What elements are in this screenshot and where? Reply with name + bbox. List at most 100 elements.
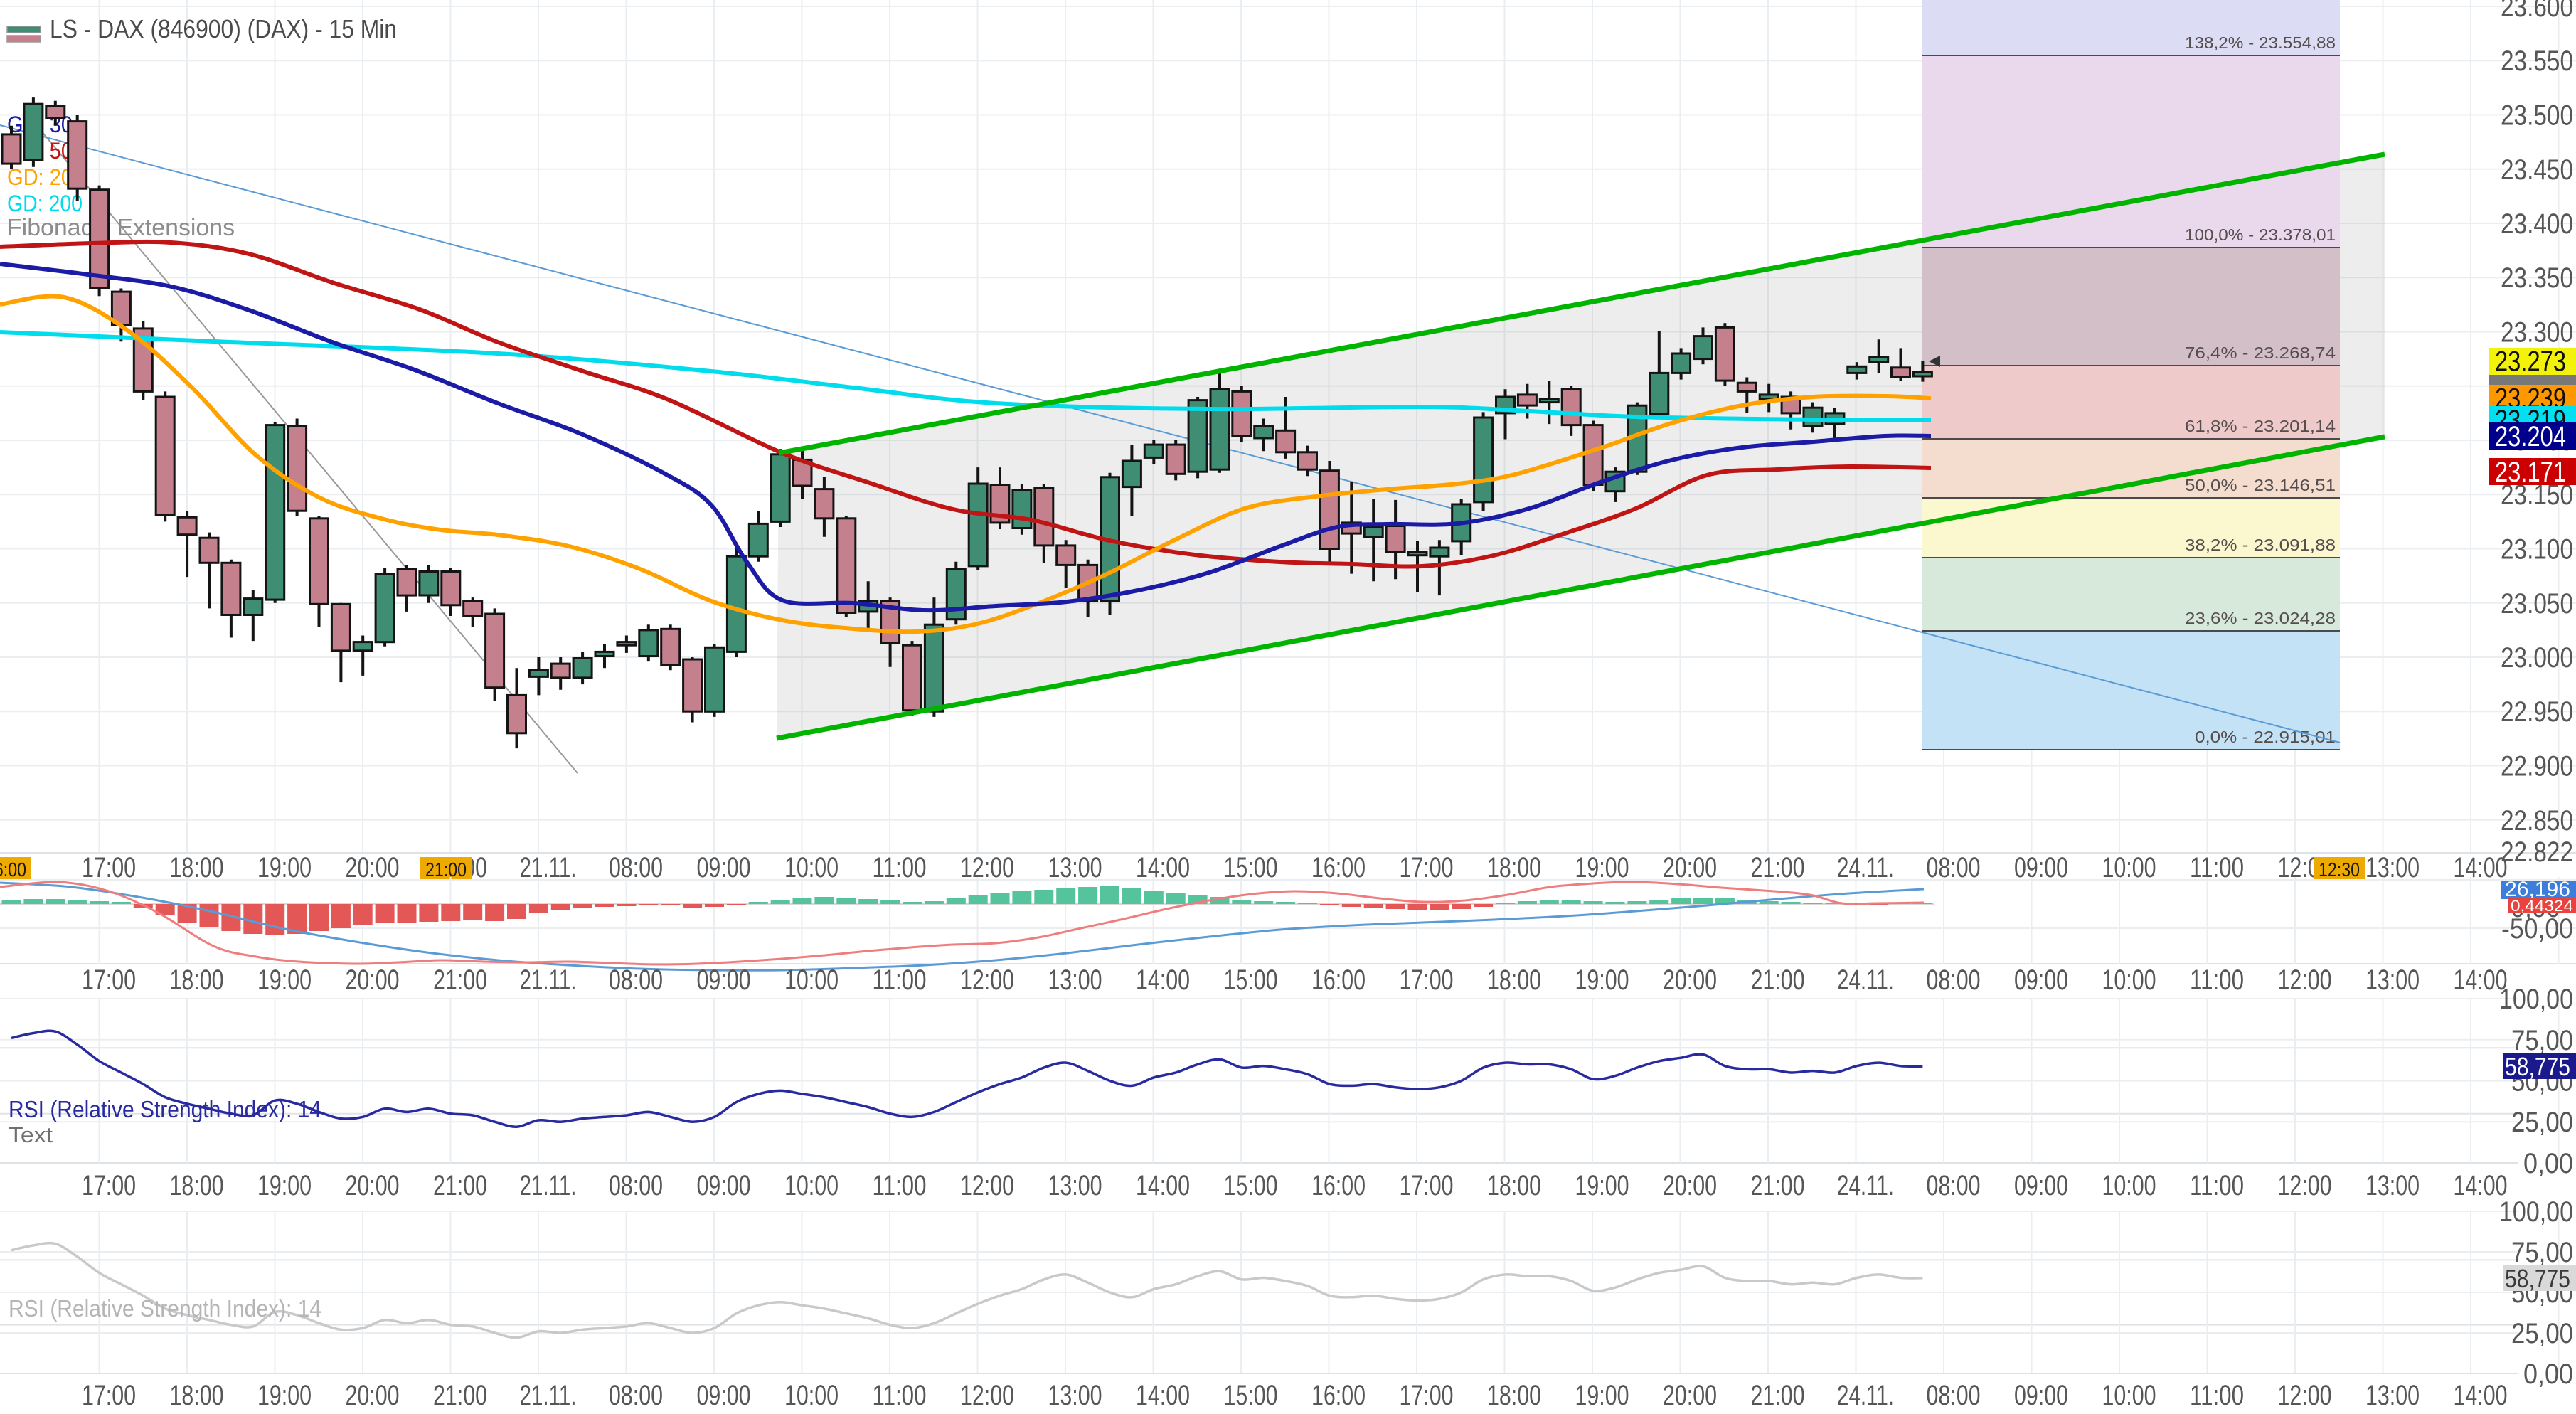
svg-text:18:00: 18:00 <box>170 1170 224 1201</box>
svg-text:14:00: 14:00 <box>2454 964 2508 996</box>
svg-text:23.600: 23.600 <box>2501 0 2573 23</box>
svg-text:21:00: 21:00 <box>433 964 487 996</box>
svg-text:08:00: 08:00 <box>1927 1170 1981 1201</box>
svg-text:13:00: 13:00 <box>1048 852 1102 883</box>
svg-text:09:00: 09:00 <box>2014 1380 2068 1411</box>
svg-text:16:00: 16:00 <box>1311 1380 1366 1411</box>
svg-text:19:00: 19:00 <box>257 1380 312 1411</box>
svg-text:13:00: 13:00 <box>1048 1380 1102 1411</box>
svg-text:0,00: 0,00 <box>2523 1148 2573 1179</box>
svg-text:11:00: 11:00 <box>2190 1170 2244 1201</box>
svg-text:15:00: 15:00 <box>1224 964 1278 996</box>
svg-text:08:00: 08:00 <box>1927 964 1981 996</box>
svg-text:17:00: 17:00 <box>82 852 136 883</box>
svg-text:12:00: 12:00 <box>960 1170 1014 1201</box>
svg-text:21.11.: 21.11. <box>520 1170 577 1201</box>
svg-text:16:00: 16:00 <box>1311 1170 1366 1201</box>
svg-text:58,775: 58,775 <box>2505 1264 2570 1293</box>
svg-text:LS - DAX (846900) (DAX) - 15 M: LS - DAX (846900) (DAX) - 15 Min <box>50 14 397 43</box>
svg-text:21:00: 21:00 <box>1751 852 1805 883</box>
svg-text:20:00: 20:00 <box>1663 964 1717 996</box>
svg-text:25,00: 25,00 <box>2511 1318 2573 1349</box>
svg-text:09:00: 09:00 <box>697 1170 751 1201</box>
svg-text:14:00: 14:00 <box>2454 1170 2508 1201</box>
svg-text:10:00: 10:00 <box>784 1380 839 1411</box>
svg-text:09:00: 09:00 <box>2014 852 2068 883</box>
svg-text:21:00: 21:00 <box>1751 1380 1805 1411</box>
svg-text:11:00: 11:00 <box>873 852 927 883</box>
svg-text:20:00: 20:00 <box>346 1380 400 1411</box>
svg-text:12:00: 12:00 <box>2278 964 2332 996</box>
svg-text:18:00: 18:00 <box>170 964 224 996</box>
svg-text:16:00: 16:00 <box>1311 964 1366 996</box>
svg-text:12:00: 12:00 <box>960 964 1014 996</box>
svg-text:21:00: 21:00 <box>433 1170 487 1201</box>
svg-text:75,00: 75,00 <box>2511 1237 2573 1268</box>
svg-text:23,6% - 23.024,28: 23,6% - 23.024,28 <box>2185 609 2336 627</box>
svg-text:20:00: 20:00 <box>346 964 400 996</box>
svg-text:24.11.: 24.11. <box>1837 964 1894 996</box>
svg-text:17:00: 17:00 <box>82 964 136 996</box>
svg-text:76,4% - 23.268,74: 76,4% - 23.268,74 <box>2185 344 2336 362</box>
svg-text:09:00: 09:00 <box>2014 1170 2068 1201</box>
svg-text:13:00: 13:00 <box>1048 964 1102 996</box>
svg-text:19:00: 19:00 <box>1575 1380 1629 1411</box>
svg-text:22.900: 22.900 <box>2501 751 2573 782</box>
svg-text:18:00: 18:00 <box>170 852 224 883</box>
svg-text:15:00: 15:00 <box>1224 1380 1278 1411</box>
svg-text:09:00: 09:00 <box>697 852 751 883</box>
svg-text:18:00: 18:00 <box>1487 1380 1541 1411</box>
svg-text:17:00: 17:00 <box>1400 1170 1454 1201</box>
svg-text:22.850: 22.850 <box>2501 805 2573 836</box>
svg-text:23.050: 23.050 <box>2501 588 2573 620</box>
svg-text:16:00: 16:00 <box>1311 852 1366 883</box>
svg-text:Fibonacci Extensions: Fibonacci Extensions <box>7 214 235 240</box>
svg-text:19:00: 19:00 <box>257 964 312 996</box>
svg-text:08:00: 08:00 <box>609 852 663 883</box>
svg-text:14:00: 14:00 <box>1136 964 1190 996</box>
svg-text:-50,00: -50,00 <box>2501 913 2573 945</box>
svg-text:GD: 200: GD: 200 <box>7 191 83 216</box>
svg-text:20:00: 20:00 <box>346 852 400 883</box>
svg-text:Text: Text <box>9 1122 53 1147</box>
svg-text:19:00: 19:00 <box>257 852 312 883</box>
svg-text:13:00: 13:00 <box>1048 1170 1102 1201</box>
svg-text:23.500: 23.500 <box>2501 100 2573 132</box>
svg-text:18:00: 18:00 <box>1487 964 1541 996</box>
svg-text:16:00: 16:00 <box>0 859 26 881</box>
svg-text:13:00: 13:00 <box>2365 1170 2420 1201</box>
svg-text:08:00: 08:00 <box>1927 852 1981 883</box>
svg-text:100,00: 100,00 <box>2499 1196 2573 1228</box>
svg-text:21:00: 21:00 <box>433 1380 487 1411</box>
svg-text:11:00: 11:00 <box>2190 852 2244 883</box>
svg-text:100,0% - 23.378,01: 100,0% - 23.378,01 <box>2185 225 2336 244</box>
svg-text:10:00: 10:00 <box>2102 964 2156 996</box>
svg-text:0,00: 0,00 <box>2523 1359 2573 1390</box>
svg-text:0,0% - 22.915,01: 0,0% - 22.915,01 <box>2195 728 2336 746</box>
svg-text:09:00: 09:00 <box>697 964 751 996</box>
svg-text:17:00: 17:00 <box>1400 852 1454 883</box>
svg-text:21.11.: 21.11. <box>520 964 577 996</box>
svg-text:12:00: 12:00 <box>2278 1380 2332 1411</box>
svg-text:14:00: 14:00 <box>1136 852 1190 883</box>
svg-text:23.300: 23.300 <box>2501 317 2573 349</box>
svg-text:20:00: 20:00 <box>1663 1170 1717 1201</box>
svg-text:50,0% - 23.146,51: 50,0% - 23.146,51 <box>2185 476 2336 494</box>
svg-text:10:00: 10:00 <box>784 852 839 883</box>
svg-text:138,2% - 23.554,88: 138,2% - 23.554,88 <box>2185 33 2336 52</box>
svg-text:21.11.: 21.11. <box>520 852 577 883</box>
svg-text:26,196: 26,196 <box>2505 878 2570 901</box>
svg-text:20:00: 20:00 <box>346 1170 400 1201</box>
svg-text:19:00: 19:00 <box>257 1170 312 1201</box>
svg-text:0,44324: 0,44324 <box>2511 897 2573 915</box>
svg-text:10:00: 10:00 <box>784 964 839 996</box>
svg-text:17:00: 17:00 <box>1400 964 1454 996</box>
svg-text:19:00: 19:00 <box>1575 964 1629 996</box>
svg-text:23.273: 23.273 <box>2495 346 2566 378</box>
svg-text:14:00: 14:00 <box>1136 1170 1190 1201</box>
svg-text:RSI (Relative Strength Index):: RSI (Relative Strength Index): 14 <box>9 1295 321 1322</box>
svg-text:13:00: 13:00 <box>2365 852 2420 883</box>
svg-text:12:00: 12:00 <box>960 852 1014 883</box>
svg-text:11:00: 11:00 <box>2190 1380 2244 1411</box>
svg-text:11:00: 11:00 <box>2190 964 2244 996</box>
